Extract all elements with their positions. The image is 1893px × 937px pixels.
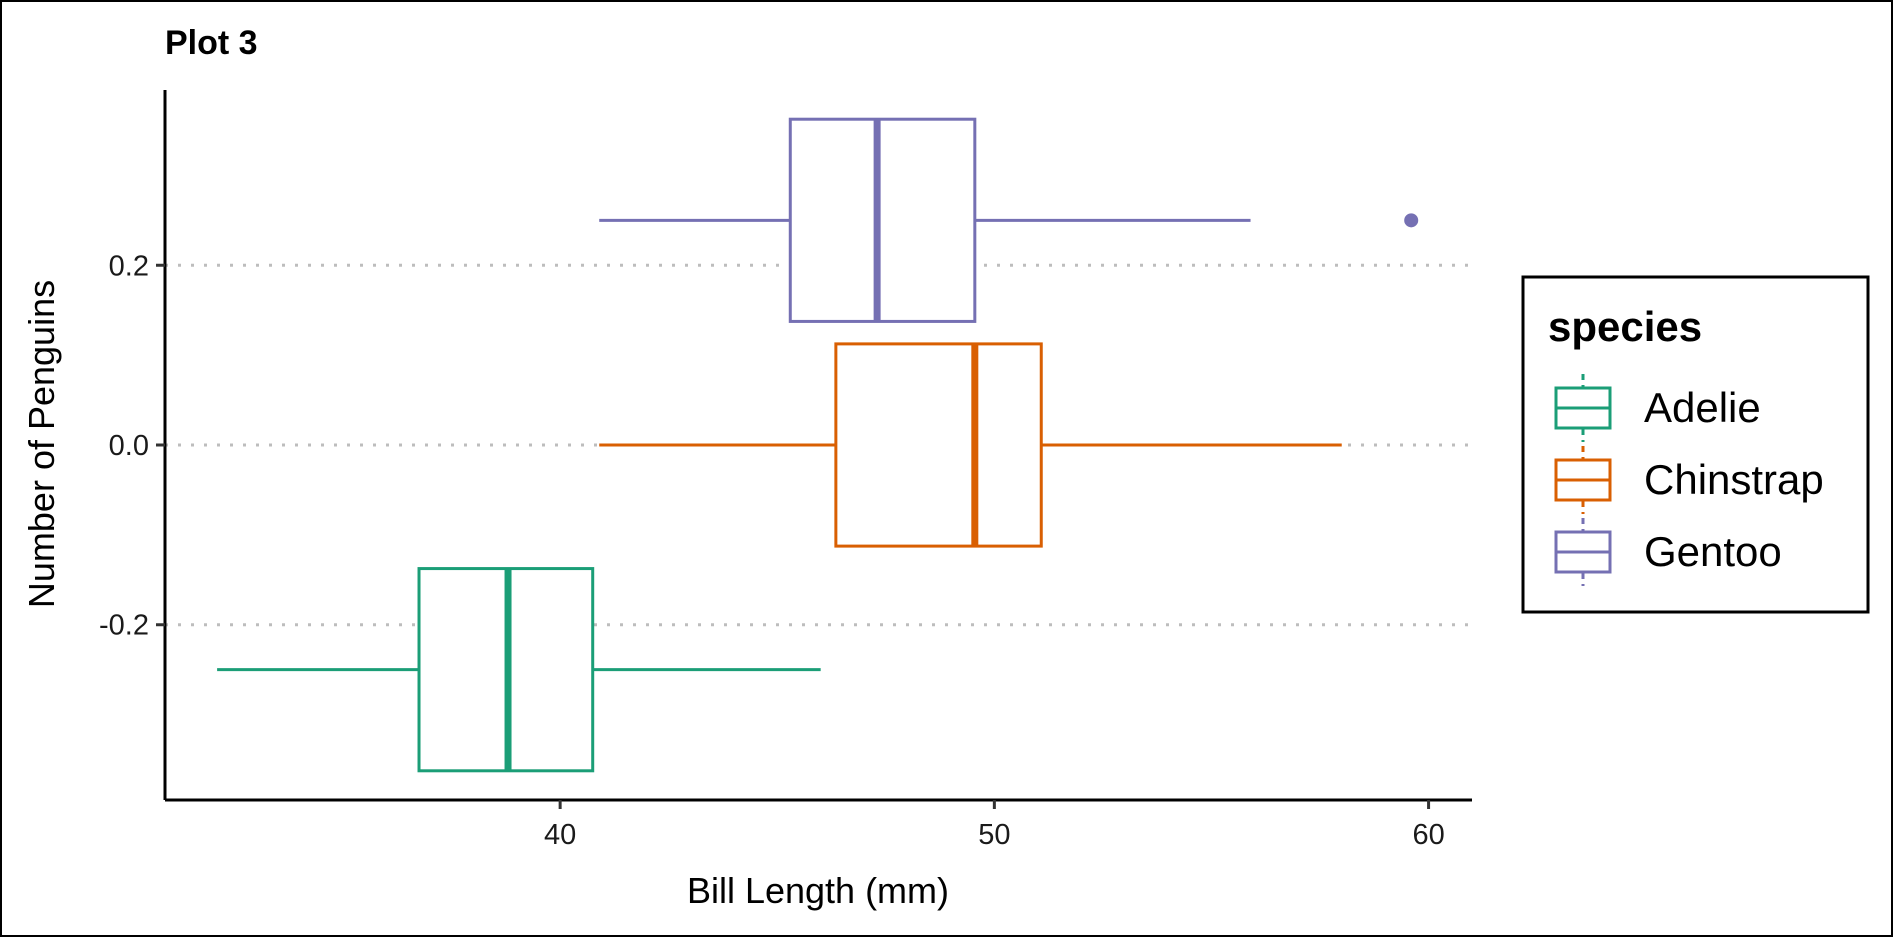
y-tick-label: 0.2 [109,250,149,282]
legend-label: Adelie [1644,384,1761,431]
x-tick-label: 50 [978,819,1010,851]
box-iqr [834,342,1043,548]
box-series [217,117,1419,773]
legend: species Adelie Chinstrap Gentoo [1521,275,1870,614]
box-chinstrap [599,342,1342,548]
x-tick-label: 60 [1412,819,1444,851]
box-adelie [217,567,821,773]
box-gentoo [599,117,1419,323]
legend-label: Gentoo [1644,528,1782,575]
legend-item-adelie: Adelie [1554,374,1761,442]
y-tick-label: -0.2 [99,610,149,642]
outlier-point [1404,213,1419,228]
legend-label: Chinstrap [1644,456,1824,503]
legend-title: species [1548,303,1702,350]
legend-items: Adelie Chinstrap Gentoo [1554,374,1824,586]
x-axis-label: Bill Length (mm) [687,870,949,911]
legend-item-gentoo: Gentoo [1554,518,1782,586]
chart-title: Plot 3 [165,24,258,62]
x-tick-label: 40 [544,819,576,851]
y-tick-label: 0.0 [109,430,149,462]
y-axis-ticks: 0.2 0.0 -0.2 [99,250,165,642]
box-iqr [788,117,977,323]
legend-item-chinstrap: Chinstrap [1554,446,1824,514]
y-axis-label: Number of Penguins [21,280,62,608]
x-axis-ticks: 40 50 60 [544,800,1445,851]
